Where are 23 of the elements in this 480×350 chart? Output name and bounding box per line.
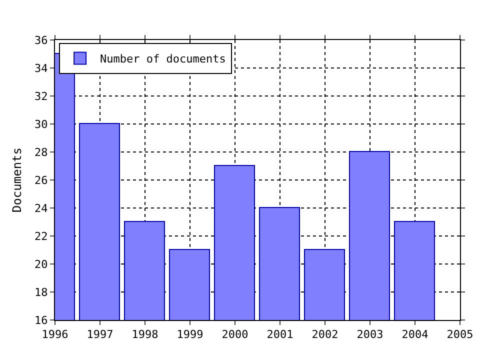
y-tick-label: 32 [34, 90, 48, 103]
x-tick-label: 2001 [266, 328, 294, 342]
y-tick-label: 22 [34, 230, 48, 243]
y-tick-label: 28 [34, 146, 48, 159]
x-tick-label: 2005 [446, 328, 474, 342]
y-tick-label: 16 [34, 314, 48, 327]
x-tick-label: 1997 [86, 328, 114, 342]
x-tick-label: 2002 [312, 328, 338, 342]
y-tick-label: 18 [34, 286, 48, 299]
y-tick-label: 24 [34, 202, 48, 215]
x-tick-label: 1998 [132, 328, 158, 342]
x-tick-label: 2004 [402, 328, 429, 342]
x-tick-label: 1999 [176, 328, 204, 342]
y-tick-label: 36 [34, 34, 48, 47]
y-tick-label: 20 [34, 258, 48, 271]
y-tick-label: 34 [34, 62, 48, 75]
legend-label: Number of documents [100, 52, 226, 66]
y-tick-label: 30 [34, 118, 48, 131]
y-axis-title: Documents [10, 147, 24, 213]
x-tick-label: 1996 [42, 328, 68, 342]
x-tick-label: 2000 [222, 328, 248, 342]
y-tick-label: 26 [34, 174, 48, 187]
x-tick-label: 2003 [356, 328, 384, 342]
